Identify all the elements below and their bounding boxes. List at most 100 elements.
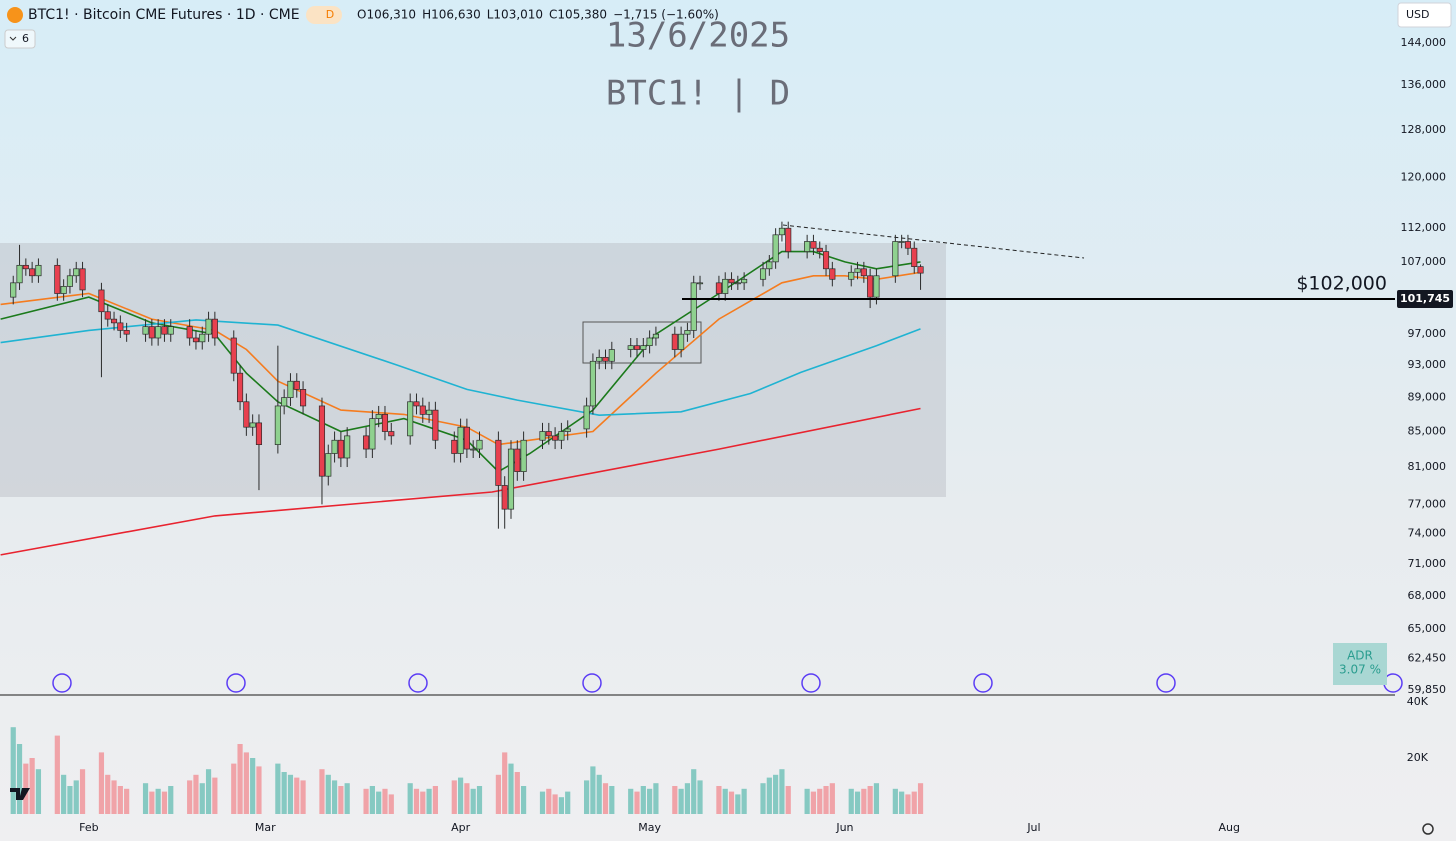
candle-body	[237, 372, 244, 403]
candle-body	[29, 268, 36, 277]
volume-bar	[287, 774, 294, 814]
candle-body	[199, 333, 206, 343]
candle-body	[249, 422, 256, 428]
volume-bar	[678, 788, 684, 814]
price-level-tag	[1397, 289, 1453, 308]
volume-bar	[294, 777, 300, 814]
volume-bar	[331, 780, 338, 814]
moving-average	[0, 407, 921, 556]
event-icon[interactable]	[52, 673, 72, 693]
volume-bar	[628, 788, 634, 814]
candle-body	[186, 326, 193, 339]
volume-bar	[609, 786, 615, 814]
candle-body	[60, 286, 67, 294]
candle-body	[766, 261, 773, 270]
candle-body	[671, 333, 678, 350]
candle-body	[205, 318, 212, 335]
x-tick-label: Apr	[451, 821, 471, 834]
volume-bar	[590, 766, 596, 814]
event-icon[interactable]	[408, 673, 428, 693]
candle-body	[148, 326, 155, 339]
volume-bar	[300, 780, 306, 814]
ohlc-value: O106,310	[357, 8, 416, 22]
volume-bar	[432, 786, 438, 814]
y-tick-label: 65,000	[1408, 622, 1447, 635]
candle-body	[470, 448, 477, 451]
candle-body	[344, 435, 351, 459]
candle-body	[117, 322, 124, 331]
candle-body	[318, 405, 326, 477]
volume-bar	[376, 791, 382, 814]
candle-body	[867, 275, 874, 298]
range-box	[0, 243, 946, 497]
candle-body	[860, 268, 867, 277]
symbol-title[interactable]: BTC1! · Bitcoin CME Futures · 1D · CME	[28, 7, 300, 23]
currency-button[interactable]	[1397, 2, 1452, 28]
candle-body	[734, 282, 741, 285]
candle-body	[646, 337, 653, 347]
candle-body	[451, 439, 458, 454]
volume-bar	[117, 786, 123, 814]
candle-body	[274, 405, 281, 445]
volume-bar	[426, 788, 432, 814]
volume-bar	[420, 791, 426, 814]
adr-box	[1333, 643, 1387, 685]
plot	[0, 221, 924, 814]
candle-body	[652, 333, 659, 339]
volume-bar	[867, 786, 873, 814]
volume-bar	[73, 780, 79, 814]
candle-body	[432, 409, 439, 441]
volume-bar	[873, 783, 880, 814]
candle-body	[104, 311, 111, 320]
logo	[10, 788, 30, 800]
candle-body	[589, 360, 596, 407]
volume-bar	[382, 788, 388, 814]
candle-body	[501, 485, 508, 510]
y-tick-label: 81,000	[1408, 460, 1447, 473]
candle-body	[35, 264, 42, 277]
volume-bar	[237, 744, 243, 814]
candle-body	[22, 264, 29, 270]
volume-bar	[584, 780, 590, 814]
candle-body	[545, 431, 552, 437]
volume-bar	[344, 783, 350, 814]
volume-bar	[514, 772, 520, 814]
volume-bar	[766, 777, 772, 814]
x-tick-label: Aug	[1219, 821, 1240, 834]
candle-body	[337, 439, 344, 459]
x-tick-label: Jul	[1026, 821, 1040, 834]
volume-bar	[892, 788, 898, 814]
volume-bar	[911, 791, 917, 814]
event-icon[interactable]	[973, 673, 993, 693]
settings-icon[interactable]	[1422, 823, 1434, 835]
candle-body	[381, 414, 389, 432]
volume-bar	[697, 780, 703, 814]
candle-body	[287, 380, 294, 398]
x-tick-label: Feb	[79, 821, 98, 834]
y-tick-label: 136,000	[1401, 78, 1447, 91]
candle-body	[759, 268, 767, 280]
trend-line	[782, 224, 1085, 259]
event-icon[interactable]	[801, 673, 821, 693]
volume-bar	[325, 774, 331, 814]
event-icon[interactable]	[1156, 673, 1176, 693]
volume-bar	[810, 791, 817, 814]
level-annotation: $102,000	[1296, 273, 1387, 295]
volume-bar	[691, 769, 697, 814]
volume-bar	[861, 788, 867, 814]
event-icon[interactable]	[226, 673, 246, 693]
candle-body	[785, 227, 792, 252]
candle-body	[722, 278, 729, 294]
y-tick-label: 71,000	[1408, 557, 1447, 570]
candle-body	[810, 241, 817, 249]
indicator-toggle[interactable]	[4, 29, 36, 49]
volume-bar	[199, 783, 205, 814]
event-icon[interactable]	[582, 673, 602, 693]
volume-bar	[804, 788, 810, 814]
candle-body	[110, 318, 118, 324]
candle-body	[596, 356, 603, 362]
volume-bar	[243, 752, 249, 814]
badge[interactable]	[306, 6, 342, 24]
